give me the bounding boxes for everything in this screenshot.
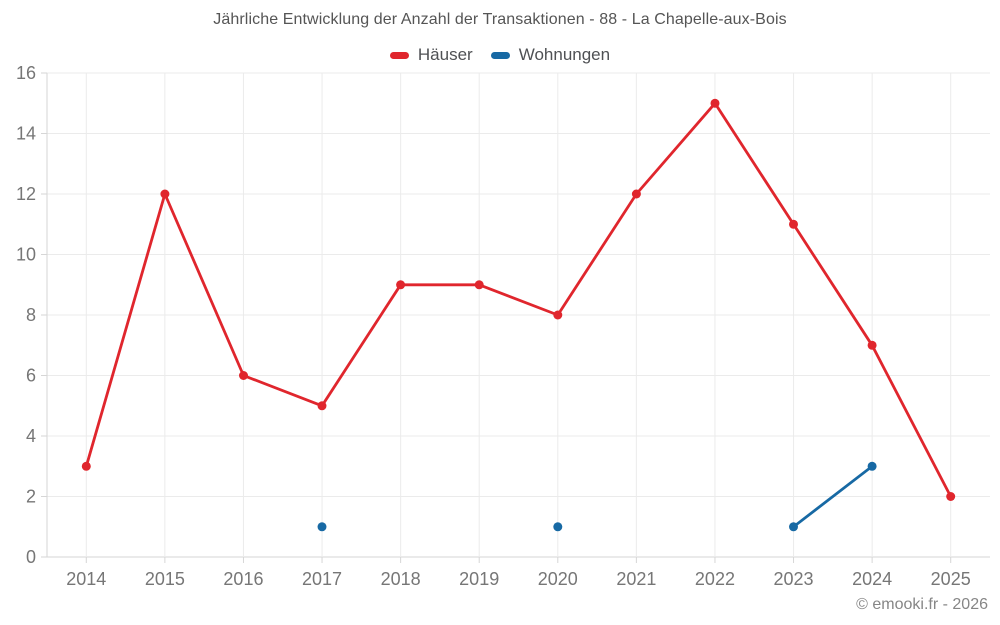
legend-label: Wohnungen [518, 45, 611, 64]
data-point-hauser-2018[interactable] [396, 280, 406, 290]
copyright: © emooki.fr - 2026 [856, 596, 988, 613]
x-tick-label: 2019 [459, 569, 499, 589]
data-point-wohnungen-2023[interactable] [789, 522, 798, 532]
data-point-hauser-2019[interactable] [474, 280, 484, 290]
x-tick-label: 2021 [616, 569, 656, 589]
data-point-hauser-2020[interactable] [553, 310, 563, 320]
x-tick-label: 2014 [66, 569, 106, 589]
legend-item-hauser[interactable]: Häuser [389, 45, 473, 65]
data-point-hauser-2017[interactable] [317, 401, 327, 411]
x-tick-label: 2024 [852, 569, 892, 589]
data-point-hauser-2023[interactable] [789, 219, 798, 229]
y-tick-label: 0 [26, 547, 36, 567]
data-point-hauser-2021[interactable] [631, 189, 641, 199]
data-point-wohnungen-2024[interactable] [867, 461, 877, 471]
legend-swatch-hauser [389, 51, 409, 59]
y-tick-label: 16 [16, 63, 36, 83]
legend-label: Häuser [417, 45, 473, 64]
data-point-hauser-2015[interactable] [160, 189, 170, 199]
x-tick-label: 2025 [931, 569, 971, 589]
legend-swatch-wohnungen [490, 51, 510, 59]
y-tick-label: 10 [16, 245, 36, 265]
y-tick-label: 12 [16, 184, 36, 204]
y-tick-label: 2 [26, 487, 36, 507]
data-point-hauser-2024[interactable] [867, 340, 877, 350]
series-line-wohnungen [792, 464, 874, 529]
data-point-wohnungen-2017[interactable] [317, 522, 327, 532]
x-tick-label: 2022 [695, 569, 735, 589]
y-tick-label: 6 [26, 366, 36, 386]
y-tick-label: 8 [26, 305, 36, 325]
chart-legend: Häuser Wohnungen [0, 45, 1000, 65]
x-tick-label: 2017 [302, 569, 342, 589]
data-point-hauser-2014[interactable] [81, 461, 91, 471]
y-tick-label: 4 [26, 426, 36, 446]
x-tick-label: 2018 [381, 569, 421, 589]
x-tick-label: 2020 [538, 569, 578, 589]
data-point-hauser-2016[interactable] [239, 371, 248, 380]
data-point-hauser-2025[interactable] [946, 492, 956, 501]
data-point-wohnungen-2020[interactable] [553, 522, 563, 532]
x-tick-label: 2023 [774, 569, 814, 589]
x-tick-label: 2015 [145, 569, 185, 589]
series-line-hauser [84, 101, 953, 498]
x-tick-label: 2016 [223, 569, 263, 589]
data-point-hauser-2022[interactable] [710, 98, 720, 108]
chart-title: Jährliche Entwicklung der Anzahl der Tra… [213, 11, 787, 28]
legend-item-wohnungen[interactable]: Wohnungen [490, 45, 611, 65]
y-tick-label: 14 [16, 124, 36, 144]
